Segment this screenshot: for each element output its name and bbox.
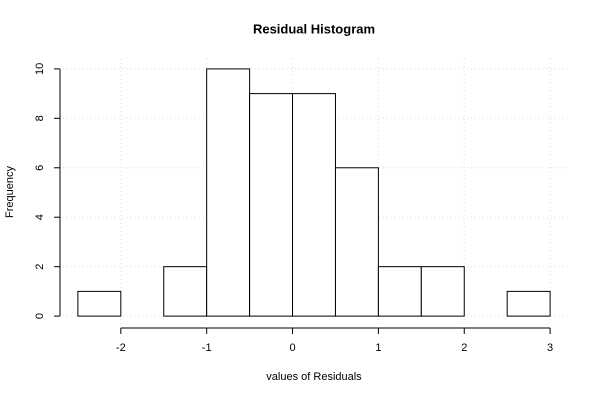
x-tick-label: 1: [375, 342, 381, 354]
x-tick-label: -1: [202, 342, 212, 354]
bar: [292, 93, 336, 317]
y-axis-label: Frequency: [4, 166, 16, 218]
y-tick-label: 10: [34, 63, 46, 75]
bar: [334, 167, 379, 317]
x-axis-label: values of Residuals: [266, 371, 362, 383]
bar: [506, 290, 551, 317]
chart-title: Residual Histogram: [253, 21, 375, 36]
y-tick-label: 2: [34, 264, 46, 270]
y-tick-label: 4: [34, 214, 46, 220]
bar: [163, 266, 208, 317]
x-tick-label: 2: [461, 342, 467, 354]
bar: [206, 68, 251, 317]
x-tick-label: 3: [547, 342, 553, 354]
y-tick-label: 0: [34, 313, 46, 319]
bar: [420, 266, 465, 317]
x-tick-label: 0: [289, 342, 295, 354]
y-tick-label: 6: [34, 165, 46, 171]
y-tick-label: 8: [34, 115, 46, 121]
x-tick-label: -2: [116, 342, 126, 354]
bar: [77, 290, 122, 317]
bar: [249, 93, 294, 317]
bar: [377, 266, 422, 317]
